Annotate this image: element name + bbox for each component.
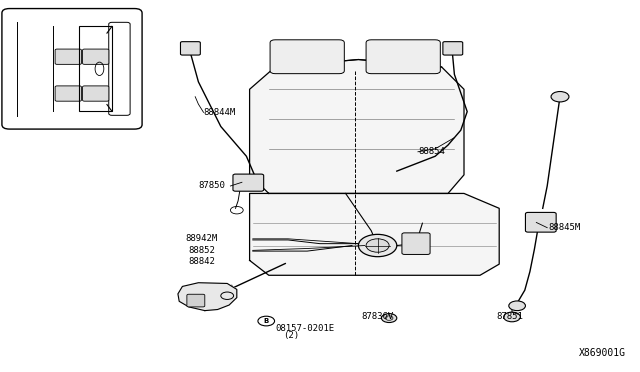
FancyBboxPatch shape	[366, 40, 440, 74]
Circle shape	[358, 234, 397, 257]
FancyBboxPatch shape	[233, 174, 264, 191]
Polygon shape	[250, 193, 499, 275]
Text: (2): (2)	[284, 331, 300, 340]
Text: 08157-0201E: 08157-0201E	[275, 324, 334, 333]
FancyBboxPatch shape	[55, 86, 81, 101]
Polygon shape	[250, 60, 464, 193]
Text: X869001G: X869001G	[579, 348, 626, 358]
Circle shape	[551, 92, 569, 102]
Text: 87850: 87850	[198, 182, 225, 190]
Text: 88852: 88852	[189, 246, 216, 255]
Text: 88854: 88854	[418, 147, 445, 156]
Text: 87851: 87851	[496, 312, 523, 321]
Text: 88842: 88842	[189, 257, 216, 266]
Polygon shape	[178, 283, 237, 311]
FancyBboxPatch shape	[525, 212, 556, 232]
FancyBboxPatch shape	[270, 40, 344, 74]
Text: 88844M: 88844M	[204, 108, 236, 117]
Text: 87836V: 87836V	[362, 312, 394, 321]
FancyBboxPatch shape	[83, 86, 109, 101]
Circle shape	[509, 301, 525, 311]
FancyBboxPatch shape	[55, 49, 81, 64]
FancyBboxPatch shape	[83, 49, 109, 64]
Text: B: B	[264, 318, 269, 324]
Circle shape	[381, 314, 397, 323]
FancyBboxPatch shape	[443, 42, 463, 55]
Text: 88942M: 88942M	[186, 234, 218, 243]
FancyBboxPatch shape	[402, 233, 430, 254]
FancyBboxPatch shape	[187, 294, 205, 307]
Circle shape	[366, 239, 389, 252]
Bar	[79, 26, 112, 111]
Text: 88845M: 88845M	[548, 223, 580, 232]
FancyBboxPatch shape	[180, 42, 200, 55]
Circle shape	[504, 312, 520, 322]
